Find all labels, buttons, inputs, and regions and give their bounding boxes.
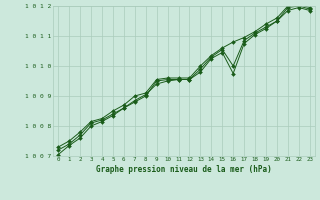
X-axis label: Graphe pression niveau de la mer (hPa): Graphe pression niveau de la mer (hPa): [96, 165, 272, 174]
